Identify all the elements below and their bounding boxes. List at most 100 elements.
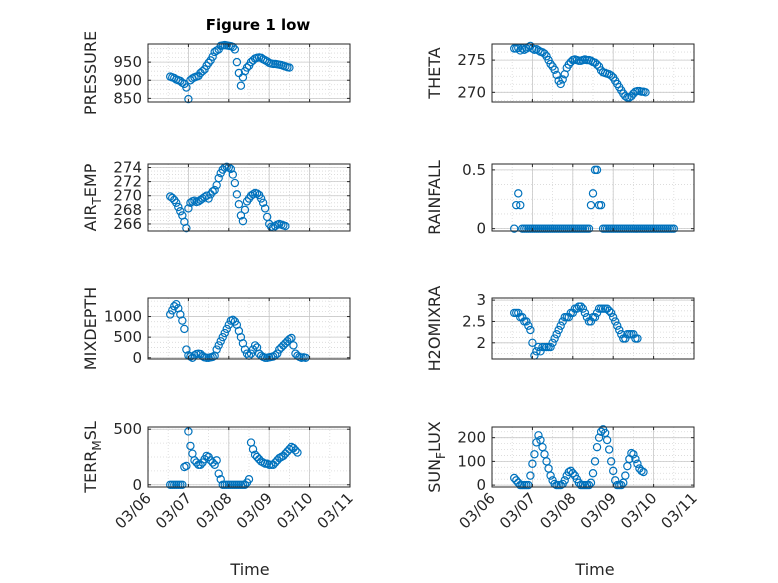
data-point: [208, 52, 217, 61]
y-tick-label: 270: [457, 83, 486, 101]
data-point: [271, 221, 280, 231]
x-tick-label: 03/09: [577, 489, 620, 532]
data-point: [236, 81, 246, 90]
data-point: [514, 189, 523, 198]
data-point: [242, 63, 252, 72]
data-point: [548, 338, 557, 347]
chart-title: Figure 1 low: [206, 16, 311, 34]
data-point: [568, 469, 578, 478]
data-point: [588, 189, 598, 198]
data-point: [627, 448, 636, 458]
data-point: [242, 349, 252, 358]
data-point: [512, 200, 521, 210]
data-point: [184, 94, 193, 104]
data-point: [273, 349, 282, 358]
y-axis-label: THETA: [425, 47, 444, 99]
data-point: [258, 198, 268, 207]
subplot-h2omixra: 2 2.5 3 H2OMIXRA: [425, 286, 695, 372]
y-tick-label: 268: [113, 201, 142, 219]
y-tick-label: 950: [113, 53, 142, 71]
data-point: [586, 200, 596, 210]
data-point: [210, 185, 219, 195]
data-point: [546, 342, 555, 352]
data-point: [606, 308, 616, 318]
y-tick-label: 100: [457, 452, 486, 470]
axes-frame: [147, 426, 351, 488]
data-point: [524, 321, 533, 330]
x-tick-label: 03/06: [456, 489, 499, 532]
y-tick-label: 2: [476, 334, 486, 352]
x-tick-label: 03/08: [192, 489, 235, 532]
data-point: [166, 310, 175, 319]
y-axis-label: AIRTEMP: [81, 163, 104, 231]
data-point: [550, 479, 559, 489]
data-point: [238, 216, 248, 226]
data-point: [285, 335, 294, 344]
data-point: [293, 448, 302, 457]
data-point: [228, 170, 238, 179]
y-tick-label: 0: [476, 220, 486, 238]
data-point: [190, 196, 199, 205]
axes-frame: [491, 163, 695, 232]
data-point: [176, 207, 185, 216]
data-point: [214, 469, 223, 478]
data-point: [234, 199, 244, 209]
data-point: [516, 200, 525, 210]
data-point: [196, 460, 205, 469]
data-point: [590, 457, 600, 466]
data-point: [291, 446, 300, 455]
data-point: [604, 306, 614, 315]
data-point: [214, 173, 223, 183]
y-axis-label: MIXDEPTH: [81, 287, 100, 370]
data-point: [584, 224, 594, 233]
y-tick-label: 500: [113, 420, 142, 438]
data-point: [633, 459, 642, 468]
y-axis-label: H2OMIXRA: [425, 286, 444, 372]
data-point: [168, 193, 177, 203]
data-point: [613, 321, 622, 330]
data-point: [552, 330, 561, 339]
subplot-theta: 270 275 THETA: [425, 41, 695, 103]
data-point: [528, 338, 537, 347]
y-axis-label: TERRMSL: [81, 421, 104, 494]
data-point: [178, 480, 187, 489]
data-point: [558, 75, 567, 84]
data-point: [230, 178, 240, 188]
data-point: [621, 91, 630, 101]
data-point: [564, 467, 573, 477]
data-point: [594, 433, 604, 442]
subplot-rainfall: 0 0.5 RAINFALL: [425, 160, 695, 238]
data-point: [212, 456, 221, 465]
data-point: [172, 198, 181, 207]
data-point: [606, 457, 616, 466]
data-point: [528, 459, 537, 468]
y-tick-label: 900: [113, 71, 142, 89]
data-point: [621, 471, 630, 480]
axes-frame: [491, 297, 695, 360]
data-point: [174, 202, 183, 212]
data-point: [204, 58, 213, 68]
data-point: [586, 478, 596, 487]
data-point: [216, 337, 225, 346]
x-tick-label: 03/11: [658, 489, 701, 532]
data-point: [534, 431, 543, 440]
data-point: [606, 71, 616, 80]
data-point: [182, 461, 191, 471]
data-point: [208, 458, 217, 467]
x-tick-label: 03/11: [314, 489, 357, 532]
axes-frame: [147, 163, 351, 232]
y-tick-label: 200: [457, 429, 486, 447]
y-tick-label: 0: [132, 476, 142, 494]
y-tick-label: 3: [476, 291, 486, 309]
axes-frame: [147, 43, 351, 103]
data-point: [230, 45, 240, 54]
y-tick-label: 274: [113, 159, 142, 177]
data-point: [256, 194, 266, 203]
data-point: [182, 345, 191, 354]
y-axis-label: SUNFLUX: [425, 421, 448, 493]
data-point: [592, 165, 602, 175]
data-point: [556, 321, 565, 330]
